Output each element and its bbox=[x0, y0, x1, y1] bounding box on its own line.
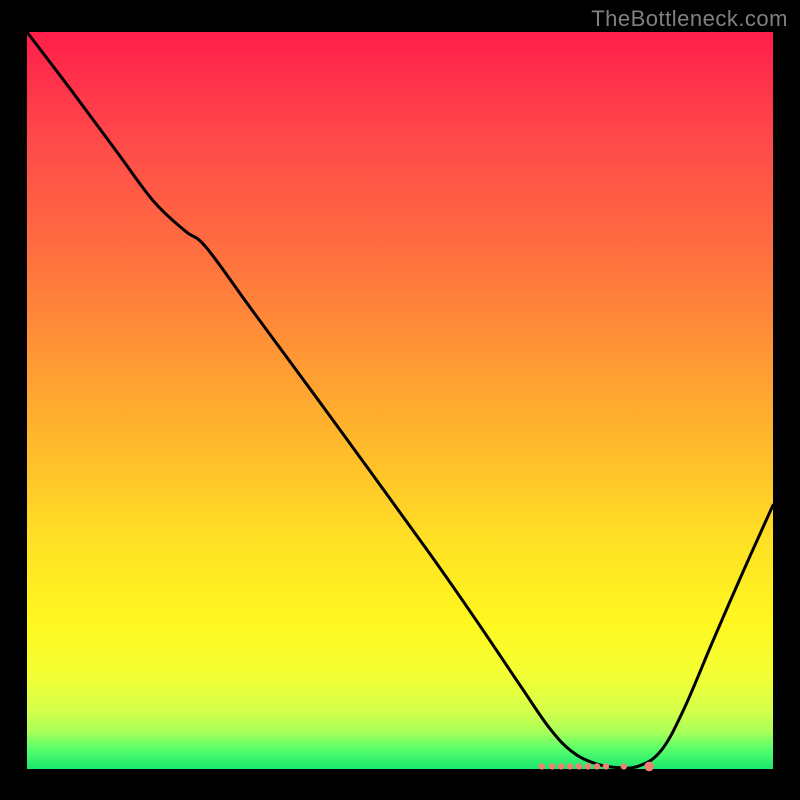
marker-point bbox=[603, 763, 609, 769]
marker-point bbox=[644, 762, 654, 772]
marker-point bbox=[558, 763, 564, 769]
bottleneck-chart bbox=[0, 0, 800, 800]
chart-container: TheBottleneck.com bbox=[0, 0, 800, 800]
attribution-watermark: TheBottleneck.com bbox=[591, 6, 788, 32]
marker-point bbox=[594, 763, 600, 769]
plot-area bbox=[27, 32, 773, 769]
marker-point bbox=[567, 763, 573, 769]
marker-point bbox=[585, 763, 591, 769]
marker-point bbox=[576, 763, 582, 769]
marker-point bbox=[539, 763, 545, 769]
marker-point bbox=[549, 763, 555, 769]
marker-point bbox=[621, 763, 627, 769]
